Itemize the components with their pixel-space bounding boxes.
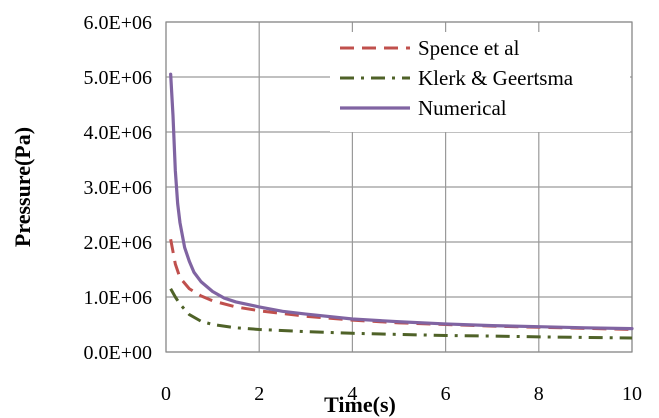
x-axis-label: Time(s) <box>324 392 396 417</box>
y-tick-label: 4.0E+06 <box>84 122 153 144</box>
series-line-2 <box>169 288 633 340</box>
y-tick-label: 6.0E+06 <box>84 12 153 34</box>
legend-label-2: Klerk & Geertsma <box>418 66 574 90</box>
plot-border <box>165 21 633 353</box>
x-tick-labels: 0 2 4 6 8 10 <box>161 383 642 405</box>
x-tick-label: 4 <box>347 383 357 405</box>
x-tick-label: 8 <box>534 383 544 405</box>
y-tick-label: 3.0E+06 <box>84 177 153 199</box>
y-tick-label: 1.0E+06 <box>84 287 153 309</box>
x-tick-label: 6 <box>441 383 451 405</box>
y-axis-label: Pressure(Pa) <box>10 127 35 247</box>
series-line-3 <box>169 72 634 331</box>
legend-label-3: Numerical <box>418 96 507 120</box>
legend-background <box>330 32 630 132</box>
y-tick-label: 5.0E+06 <box>84 67 153 89</box>
legend: Spence et al Klerk & Geertsma Numerical <box>330 32 630 132</box>
series-line-1 <box>169 238 633 331</box>
y-tick-labels: 0.0E+00 1.0E+06 2.0E+06 3.0E+06 4.0E+06 5.0E+… <box>84 12 153 364</box>
x-tick-label: 10 <box>622 383 642 405</box>
y-tick-label: 2.0E+06 <box>84 232 153 254</box>
y-tick-label: 0.0E+00 <box>84 342 153 364</box>
plot-area <box>165 21 633 353</box>
x-tick-label: 2 <box>254 383 264 405</box>
series-layer <box>169 72 634 340</box>
legend-label-1: Spence et al <box>418 36 520 60</box>
x-tick-label: 0 <box>161 383 171 405</box>
